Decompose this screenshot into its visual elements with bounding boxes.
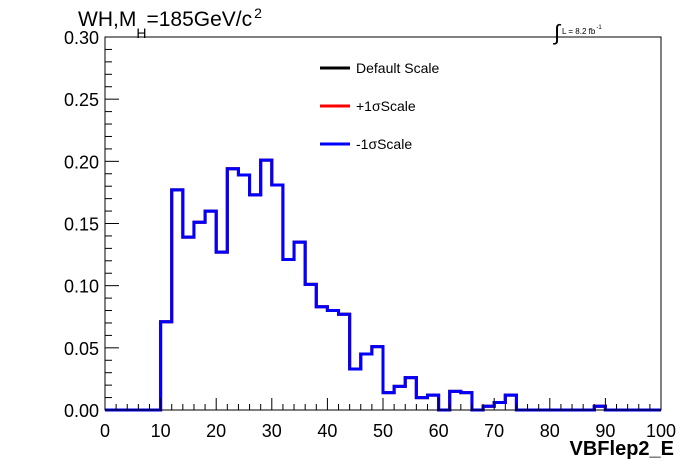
title-main: WH,M: [78, 8, 137, 31]
x-tick-label: 50: [373, 421, 393, 441]
legend-label-0: Default Scale: [356, 60, 439, 76]
y-tick-label: 0.20: [64, 152, 99, 172]
integral-symbol: ∫: [554, 20, 561, 45]
x-tick-label: 20: [206, 421, 226, 441]
x-tick-label: 70: [484, 421, 504, 441]
y-tick-label: 0.05: [64, 339, 99, 359]
luminosity-label: ∫ L = 8.2 fb-1: [554, 14, 602, 45]
x-tick-label: 0: [100, 421, 110, 441]
x-tick-label: 30: [262, 421, 282, 441]
x-tick-label: 40: [317, 421, 337, 441]
luminosity-unit-superscript: -1: [596, 25, 602, 31]
legend: Default Scale +1σScale -1σScale: [320, 60, 439, 152]
x-tick-label: 100: [646, 421, 676, 441]
y-tick-label: 0.10: [64, 277, 99, 297]
series-layer: [105, 158, 661, 412]
title-subscript: H: [136, 25, 147, 41]
legend-label-1: +1σScale: [356, 98, 416, 114]
y-tick-label: 0.30: [64, 28, 99, 48]
x-tick-label: 10: [151, 421, 171, 441]
x-axis-label: VBFlep2_E: [569, 438, 674, 460]
x-tick-label: 60: [429, 421, 449, 441]
axis-layer: 0 10 20 30 40 50 60 70 80 90 100 0.00 0.05 0.10 0.15 0.…: [64, 28, 676, 441]
title-rest: =185GeV/c: [146, 8, 253, 31]
x-tick-label: 80: [540, 421, 560, 441]
y-tick-label: 0.25: [64, 90, 99, 110]
chart-title: WH,MH=185GeV/c 2: [78, 5, 262, 41]
x-tick-label: 90: [595, 421, 615, 441]
y-tick-label: 0.00: [64, 401, 99, 421]
luminosity-text: L = 8.2 fb: [562, 27, 596, 36]
title-superscript: 2: [254, 5, 262, 21]
legend-label-2: -1σScale: [356, 136, 412, 152]
y-tick-label: 0.15: [64, 215, 99, 235]
series-line-2: [105, 158, 661, 412]
